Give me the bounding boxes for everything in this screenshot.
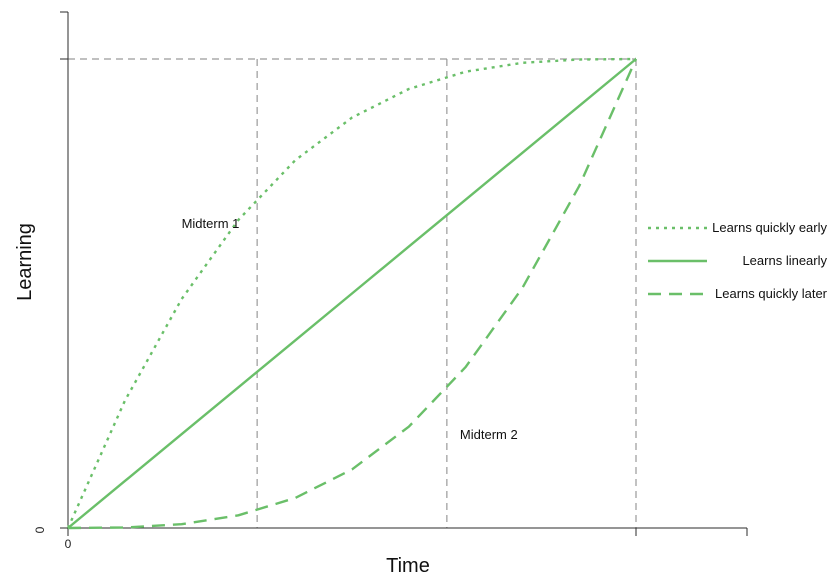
x-tick-label-0: 0: [65, 537, 72, 551]
series-line-learns-quickly-later: [67, 58, 638, 530]
legend-label-learns-quickly-early: Learns quickly early: [712, 220, 827, 235]
legend-label-learns-linearly: Learns linearly: [742, 253, 827, 268]
legend-label-learns-quickly-later: Learns quickly later: [715, 286, 828, 301]
annotations: Midterm 1 Midterm 2: [182, 216, 518, 442]
series-line-learns-linearly: [67, 58, 637, 529]
reference-lines: [68, 58, 637, 528]
annotation-2: Midterm 2: [460, 427, 518, 442]
x-axis-title: Time: [386, 555, 430, 577]
y-axis-title: Learning: [14, 223, 36, 301]
series-line-learns-quickly-early: [66, 57, 637, 529]
y-tick-label-0: 0: [33, 526, 47, 533]
series-lines: [66, 57, 638, 530]
axes: [60, 11, 748, 536]
legend: Learns quickly early Learns linearly Learn…: [648, 220, 828, 301]
chart-labels: Time Learning 0 0: [14, 223, 430, 577]
annotation-1: Midterm 1: [182, 216, 240, 231]
